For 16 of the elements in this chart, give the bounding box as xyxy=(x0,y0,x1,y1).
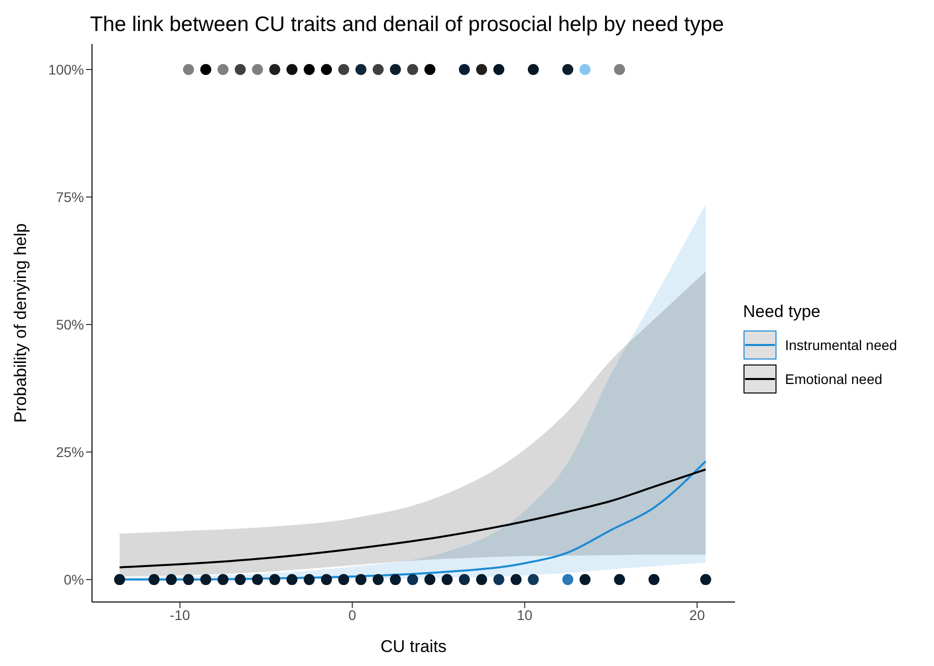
y-tick-label: 75% xyxy=(56,188,84,205)
y-tick-label: 100% xyxy=(48,61,84,78)
x-tick-label: 10 xyxy=(516,606,533,623)
y-axis-title: Probability of denying help xyxy=(11,223,30,423)
line-series xyxy=(118,468,707,568)
x-tick-label: -10 xyxy=(170,606,190,623)
legend-label: Instrumental need xyxy=(785,337,898,353)
x-axis-title: CU traits xyxy=(380,637,447,656)
y-tick-label: 0% xyxy=(64,572,84,588)
y-tick-label: 50% xyxy=(56,316,84,332)
chart-title: The link between CU traits and denail of prosocial help by need type xyxy=(89,12,725,38)
x-tick-label: 0 xyxy=(348,606,356,623)
legend-title: Need type xyxy=(743,302,822,322)
y-tick-label: 25% xyxy=(56,444,84,460)
legend-label: Emotional need xyxy=(785,371,882,387)
x-tick-label: 20 xyxy=(689,606,706,623)
